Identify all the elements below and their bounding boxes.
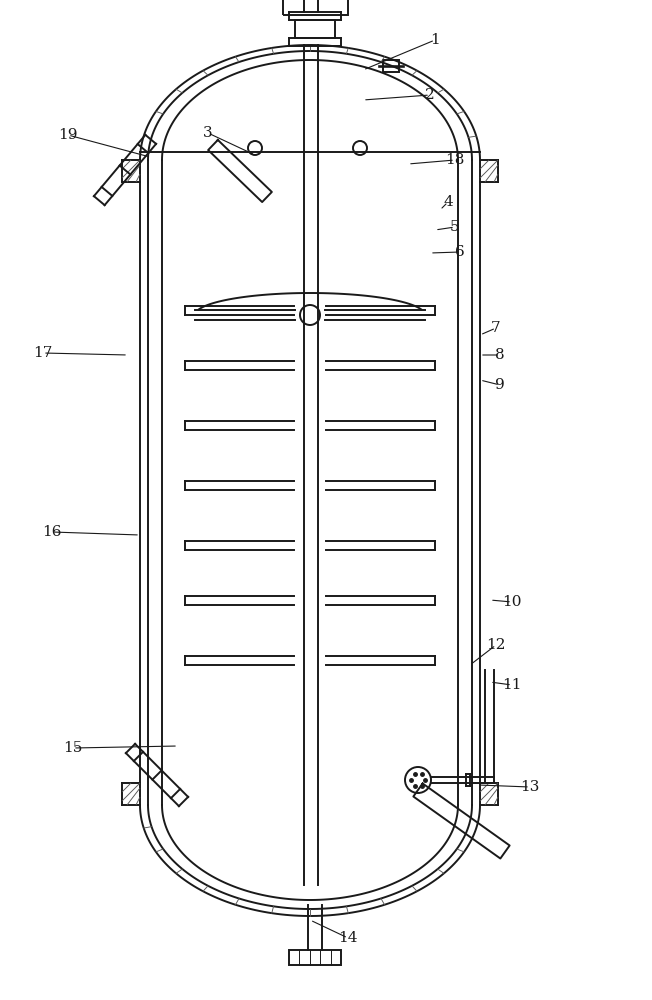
- Circle shape: [353, 141, 367, 155]
- Text: 3: 3: [203, 126, 213, 140]
- Text: 11: 11: [502, 678, 522, 692]
- Text: 5: 5: [450, 220, 460, 234]
- Text: 10: 10: [502, 595, 522, 609]
- Text: 4: 4: [443, 195, 453, 209]
- Text: 6: 6: [455, 245, 465, 259]
- Text: 18: 18: [445, 153, 465, 167]
- Text: 19: 19: [58, 128, 78, 142]
- Text: 1: 1: [430, 33, 440, 47]
- Text: 13: 13: [520, 780, 540, 794]
- Bar: [383, 60, 399, 72]
- Text: 16: 16: [42, 525, 62, 539]
- Text: 15: 15: [63, 741, 83, 755]
- Bar: [289, 950, 341, 965]
- Text: 12: 12: [486, 638, 506, 652]
- Text: 7: 7: [491, 321, 501, 335]
- Text: 2: 2: [425, 88, 435, 102]
- Text: 14: 14: [338, 931, 358, 945]
- Circle shape: [405, 767, 431, 793]
- Bar: [283, 0, 348, 15]
- Text: 9: 9: [495, 378, 505, 392]
- Bar: [295, 20, 335, 38]
- Text: 8: 8: [495, 348, 505, 362]
- Text: 17: 17: [33, 346, 53, 360]
- Circle shape: [248, 141, 262, 155]
- Circle shape: [300, 305, 320, 325]
